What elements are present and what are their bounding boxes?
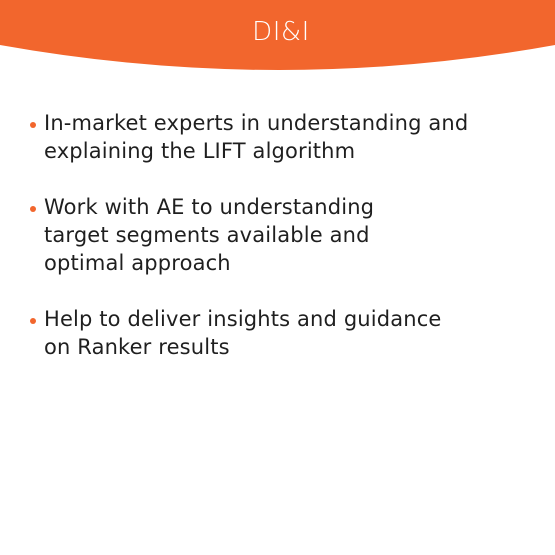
bullet-dot-icon	[30, 206, 36, 212]
bullet-item: Work with AE to understanding target seg…	[30, 193, 530, 277]
bullet-list: In-market experts in understanding and e…	[30, 109, 530, 389]
bullet-item: Help to deliver insights and guidance on…	[30, 305, 530, 361]
bullet-line: In-market experts in understanding and	[44, 111, 469, 135]
bullet-item: In-market experts in understanding and e…	[30, 109, 530, 165]
bullet-line: target segments available and	[44, 223, 370, 247]
bullet-text: In-market experts in understanding and e…	[44, 109, 530, 165]
header-banner: DI&I	[0, 0, 555, 90]
slide-title: DI&I	[252, 17, 310, 47]
bullet-text: Work with AE to understanding target seg…	[44, 193, 530, 277]
bullet-line: optimal approach	[44, 251, 231, 275]
bullet-text: Help to deliver insights and guidance on…	[44, 305, 530, 361]
bullet-line: explaining the LIFT algorithm	[44, 139, 356, 163]
header-arc-shape	[0, 0, 555, 70]
bullet-line: on Ranker results	[44, 335, 230, 359]
bullet-dot-icon	[30, 318, 36, 324]
bullet-line: Help to deliver insights and guidance	[44, 307, 442, 331]
bullet-dot-icon	[30, 122, 36, 128]
bullet-line: Work with AE to understanding	[44, 195, 375, 219]
